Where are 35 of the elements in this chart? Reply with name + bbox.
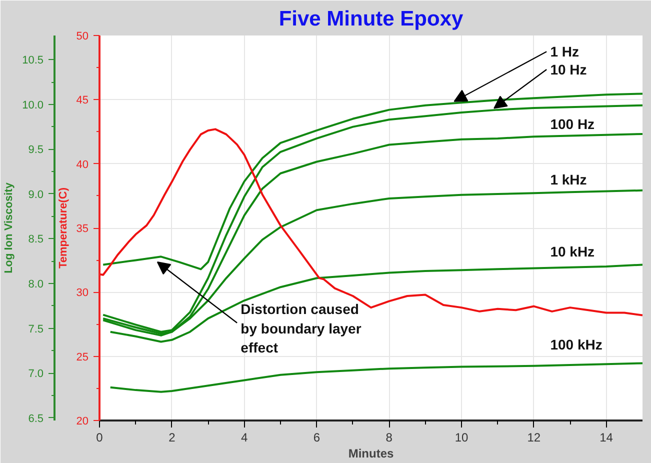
y-tick-label: 9.0 <box>28 188 44 201</box>
y-tick-label: 7.5 <box>28 323 44 336</box>
series-label: 100 kHz <box>550 336 602 352</box>
y2-axis-title: Temperature(C) <box>57 187 70 269</box>
y-tick-label: 7.0 <box>28 368 44 380</box>
text: 10 Hz <box>550 62 587 78</box>
y2-tick-label: 40 <box>76 158 89 171</box>
chart-title: Five Minute Epoxy <box>278 8 464 30</box>
y2-tick-label: 50 <box>76 30 89 42</box>
annotation: Distortion caused by boundary layer effect <box>240 301 362 356</box>
text: 1 Hz <box>550 44 579 60</box>
series-label: 1 kHz <box>550 172 587 188</box>
x-tick-label: 0 <box>96 430 104 444</box>
y2-tick-label: 35 <box>76 223 89 235</box>
x-axis-title: Minutes <box>348 446 394 460</box>
series-label: 100 Hz <box>550 116 595 132</box>
y-tick-label: 10.0 <box>22 99 44 112</box>
y-tick-label: 10.5 <box>22 54 44 67</box>
y-tick-label: 9.5 <box>28 144 44 156</box>
x-tick-label: 10 <box>454 430 468 444</box>
x-tick-label: 14 <box>600 430 614 444</box>
y-axis-title: Log Ion Viscosity <box>3 182 16 274</box>
x-tick-label: 8 <box>386 430 393 444</box>
y2-tick-label: 20 <box>76 416 89 428</box>
y-tick-label: 6.5 <box>28 412 44 425</box>
y2-tick-label: 30 <box>76 287 89 300</box>
x-tick-label: 4 <box>240 430 248 444</box>
y-tick-label: 8.5 <box>28 234 44 246</box>
x-tick-label: 12 <box>527 430 541 444</box>
y-tick-label: 8.0 <box>28 278 44 291</box>
series-label: 10 kHz <box>550 243 595 260</box>
y2-tick-label: 25 <box>76 351 89 364</box>
x-tick-label: 6 <box>313 430 320 444</box>
x-tick-label: 2 <box>168 430 176 444</box>
y2-tick-label: 45 <box>76 94 89 107</box>
